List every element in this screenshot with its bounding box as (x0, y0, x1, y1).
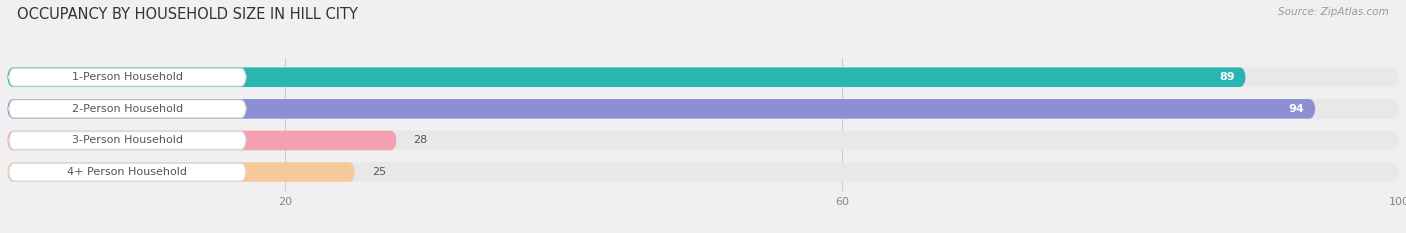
FancyBboxPatch shape (7, 131, 396, 150)
FancyBboxPatch shape (7, 131, 1399, 150)
Text: 1-Person Household: 1-Person Household (72, 72, 183, 82)
Text: OCCUPANCY BY HOUSEHOLD SIZE IN HILL CITY: OCCUPANCY BY HOUSEHOLD SIZE IN HILL CITY (17, 7, 357, 22)
FancyBboxPatch shape (8, 163, 246, 181)
Text: 3-Person Household: 3-Person Household (72, 135, 183, 145)
FancyBboxPatch shape (7, 99, 1316, 119)
FancyBboxPatch shape (7, 162, 354, 182)
Text: 4+ Person Household: 4+ Person Household (67, 167, 187, 177)
Text: 28: 28 (413, 135, 427, 145)
FancyBboxPatch shape (7, 162, 1399, 182)
FancyBboxPatch shape (8, 100, 246, 118)
Text: 25: 25 (371, 167, 385, 177)
FancyBboxPatch shape (7, 99, 1399, 119)
Text: 89: 89 (1219, 72, 1234, 82)
Text: 2-Person Household: 2-Person Household (72, 104, 183, 114)
FancyBboxPatch shape (7, 67, 1399, 87)
Text: 94: 94 (1288, 104, 1305, 114)
FancyBboxPatch shape (7, 67, 1246, 87)
FancyBboxPatch shape (8, 68, 246, 86)
Text: Source: ZipAtlas.com: Source: ZipAtlas.com (1278, 7, 1389, 17)
FancyBboxPatch shape (8, 132, 246, 149)
